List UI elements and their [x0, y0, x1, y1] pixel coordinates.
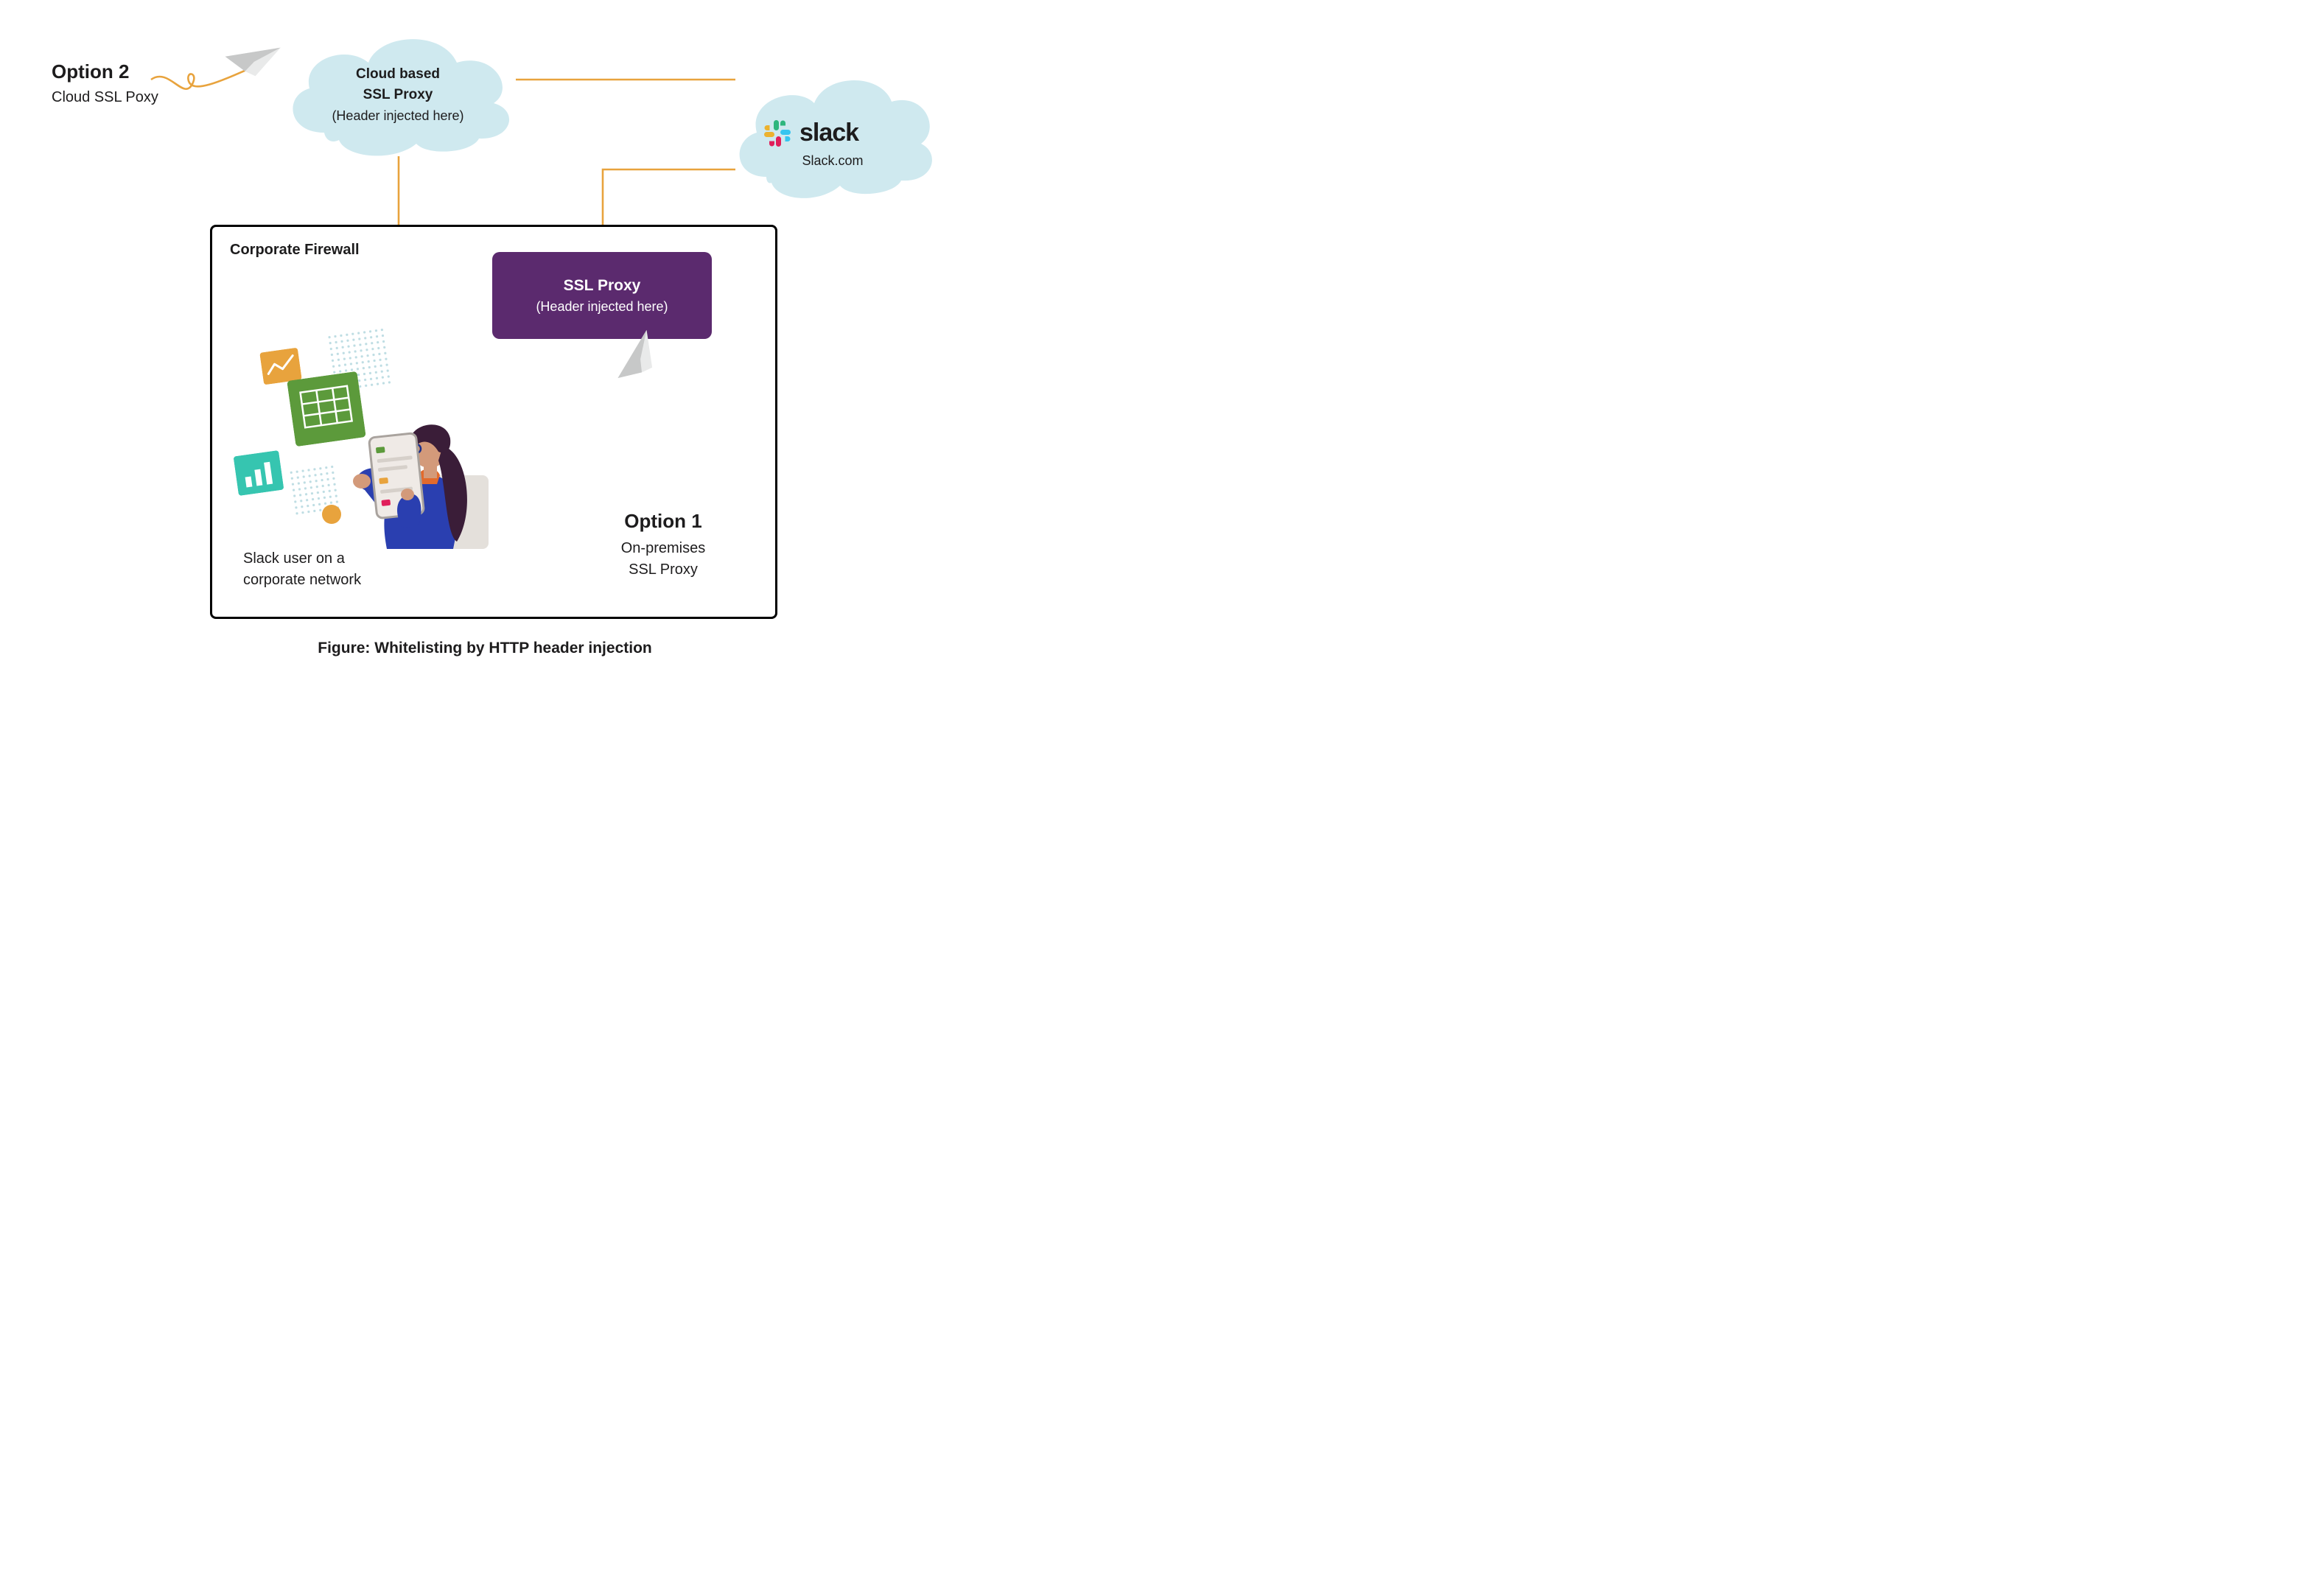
cloud-proxy-line2: SSL Proxy: [273, 85, 523, 105]
person-icon: [335, 365, 505, 556]
cloud-ssl-proxy: Cloud based SSL Proxy (Header injected h…: [273, 22, 523, 162]
user-illustration: [232, 335, 505, 556]
slack-brand-text: slack: [799, 116, 858, 150]
firewall-label: Corporate Firewall: [230, 240, 360, 260]
cloud-proxy-line1: Cloud based: [273, 65, 523, 84]
ssl-proxy-title: SSL Proxy: [510, 277, 694, 295]
ssl-proxy-sub: (Header injected here): [510, 299, 694, 315]
figure-caption: Figure: Whitelisting by HTTP header inje…: [0, 638, 970, 659]
user-caption: Slack user on a corporate network: [243, 549, 361, 590]
diagram-canvas: Option 2 Cloud SSL Poxy Cloud based SSL …: [0, 0, 970, 673]
option1-line1: On-premises: [597, 539, 729, 559]
cloud-proxy-line3: (Header injected here): [273, 107, 523, 125]
tile-teal-bars: [234, 450, 284, 496]
option2-block: Option 2 Cloud SSL Poxy: [52, 59, 158, 108]
ssl-proxy-box: SSL Proxy (Header injected here): [492, 252, 712, 339]
option1-line2: SSL Proxy: [597, 560, 729, 580]
option2-subtitle: Cloud SSL Poxy: [52, 88, 158, 108]
option2-title: Option 2: [52, 59, 158, 85]
cloud-slack: slack Slack.com: [726, 59, 939, 206]
user-caption-line2: corporate network: [243, 570, 361, 590]
user-caption-line1: Slack user on a: [243, 549, 361, 569]
slack-domain-text: Slack.com: [726, 152, 939, 169]
option1-title: Option 1: [597, 508, 729, 534]
option1-block: Option 1 On-premises SSL Proxy: [597, 508, 729, 580]
slack-logo-icon: [763, 119, 792, 148]
